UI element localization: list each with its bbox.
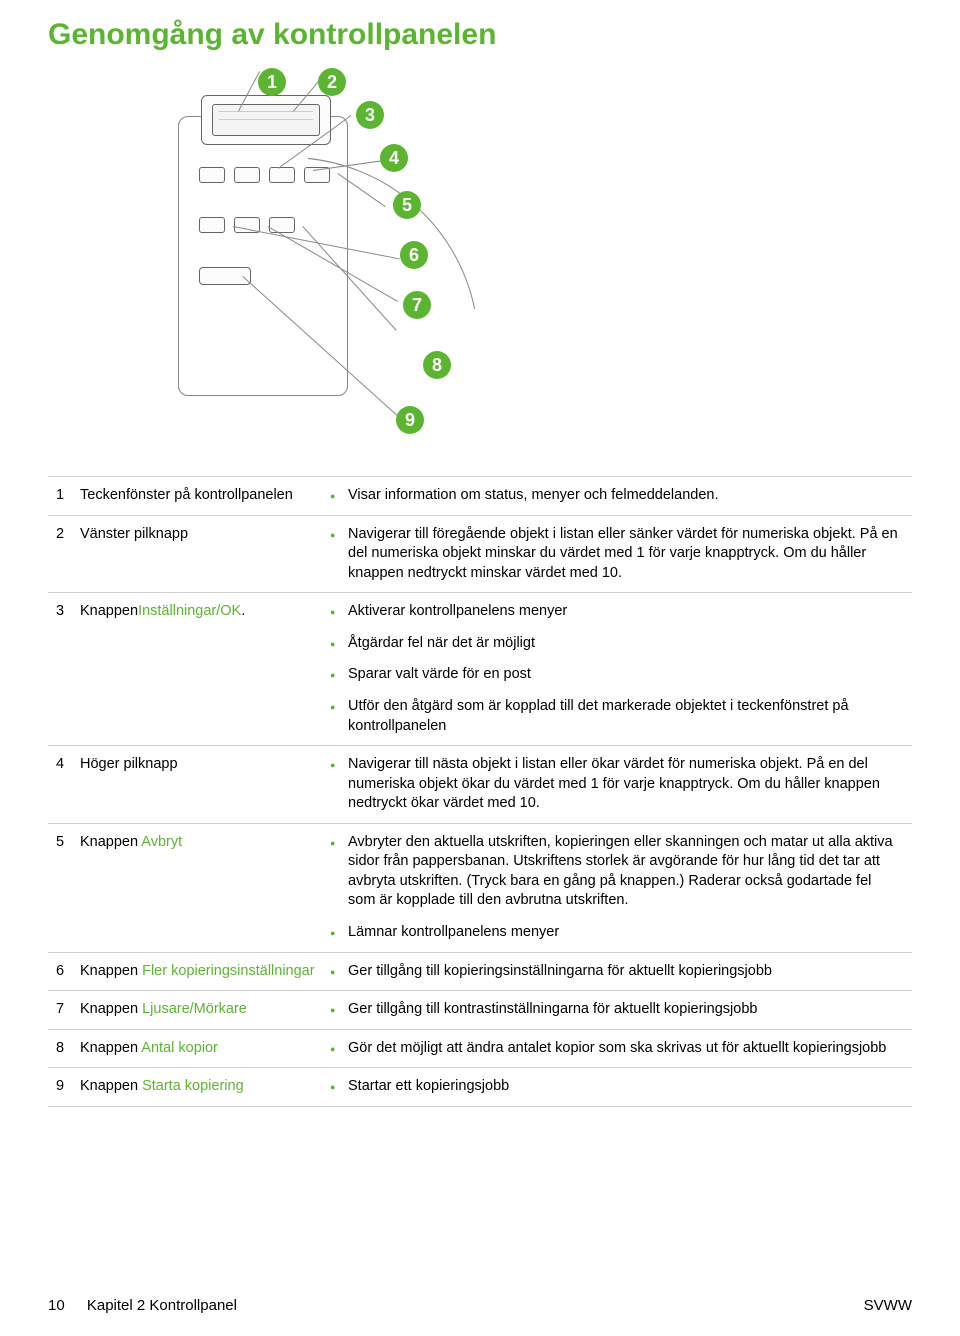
row-number: 8 [48, 1029, 76, 1068]
description-bullet: Åtgärdar fel när det är möjligt [330, 634, 902, 654]
row-number: 1 [48, 477, 76, 516]
row-description: Ger tillgång till kopieringsinställninga… [326, 952, 912, 991]
row-label: Teckenfönster på kontrollpanelen [76, 477, 326, 516]
description-bullet: Avbryter den aktuella utskriften, kopier… [330, 833, 902, 911]
row-description: Ger tillgång till kontrastinställningarn… [326, 991, 912, 1030]
row-label-plain: Teckenfönster på kontrollpanelen [80, 487, 293, 503]
row-label-colored: Starta kopiering [142, 1078, 244, 1094]
table-row: 9Knappen Starta kopieringStartar ett kop… [48, 1068, 912, 1107]
description-list: Visar information om status, menyer och … [330, 486, 902, 506]
panel-button [269, 167, 295, 183]
callout-badge-9: 9 [396, 406, 424, 434]
row-number: 2 [48, 515, 76, 593]
callout-badge-3: 3 [356, 101, 384, 129]
row-number: 6 [48, 952, 76, 991]
panel-button [199, 167, 225, 183]
panel-outline [178, 116, 348, 396]
row-label-suffix: . [241, 603, 245, 619]
control-panel-diagram: 1 2 3 4 5 6 7 8 9 [178, 76, 498, 436]
description-bullet: Navigerar till nästa objekt i listan ell… [330, 755, 902, 814]
row-label-colored: Fler kopieringsinställningar [142, 963, 314, 979]
callout-badge-2: 2 [318, 68, 346, 96]
row-label-colored: Antal kopior [141, 1040, 218, 1056]
description-bullet: Lämnar kontrollpanelens menyer [330, 923, 902, 943]
row-label-plain: Knappen [80, 834, 141, 850]
footer-chapter: Kapitel 2 Kontrollpanel [87, 1297, 237, 1314]
description-bullet: Sparar valt värde för en post [330, 665, 902, 685]
row-description: Navigerar till nästa objekt i listan ell… [326, 746, 912, 824]
callout-badge-7: 7 [403, 291, 431, 319]
description-bullet: Utför den åtgärd som är kopplad till det… [330, 697, 902, 736]
row-number: 9 [48, 1068, 76, 1107]
row-description: Avbryter den aktuella utskriften, kopier… [326, 823, 912, 952]
description-bullet: Ger tillgång till kopieringsinställninga… [330, 962, 902, 982]
description-list: Navigerar till föregående objekt i lista… [330, 525, 902, 584]
description-bullet: Ger tillgång till kontrastinställningarn… [330, 1000, 902, 1020]
callout-badge-4: 4 [380, 144, 408, 172]
row-label: Höger pilknapp [76, 746, 326, 824]
row-label: KnappenInställningar/OK. [76, 593, 326, 746]
callout-badge-8: 8 [423, 351, 451, 379]
row-label: Knappen Avbryt [76, 823, 326, 952]
callout-badge-6: 6 [400, 241, 428, 269]
row-number: 5 [48, 823, 76, 952]
row-number: 7 [48, 991, 76, 1030]
table-row: 4Höger pilknapp Navigerar till nästa obje… [48, 746, 912, 824]
row-label-plain: Knappen [80, 963, 142, 979]
description-list: Avbryter den aktuella utskriften, kopier… [330, 833, 902, 943]
table-row: 1Teckenfönster på kontrollpanelen Visar i… [48, 477, 912, 516]
panel-button [269, 217, 295, 233]
lcd-frame [201, 95, 331, 145]
row-label: Knappen Ljusare/Mörkare [76, 991, 326, 1030]
table-row: 6Knappen Fler kopieringsinställningarGer… [48, 952, 912, 991]
table-row: 2Vänster pilknapp Navigerar till föregåen… [48, 515, 912, 593]
description-list: Startar ett kopieringsjobb [330, 1077, 902, 1097]
row-number: 4 [48, 746, 76, 824]
row-label-plain: Vänster pilknapp [80, 526, 188, 542]
page-title: Genomgång av kontrollpanelen [48, 18, 912, 52]
footer-page-number: 10 [48, 1297, 65, 1314]
row-label-plain: Knappen [80, 1078, 142, 1094]
row-label-colored: Avbryt [141, 834, 182, 850]
row-label-colored: Inställningar/OK [138, 603, 241, 619]
lcd-screen [212, 104, 320, 136]
row-label-plain: Höger pilknapp [80, 756, 178, 772]
description-bullet: Gör det möjligt att ändra antalet kopior… [330, 1039, 902, 1059]
table-row: 5Knappen AvbrytAvbryter den aktuella uts… [48, 823, 912, 952]
row-label: Knappen Antal kopior [76, 1029, 326, 1068]
callout-badge-5: 5 [393, 191, 421, 219]
row-description: Startar ett kopieringsjobb [326, 1068, 912, 1107]
description-list: Aktiverar kontrollpanelens menyer Åtgärda… [330, 602, 902, 736]
row-description: Navigerar till föregående objekt i lista… [326, 515, 912, 593]
row-description: Gör det möjligt att ändra antalet kopior… [326, 1029, 912, 1068]
description-bullet: Visar information om status, menyer och … [330, 486, 902, 506]
panel-button [234, 167, 260, 183]
table-row: 8Knappen Antal kopiorGör det möjligt att… [48, 1029, 912, 1068]
row-label-plain: Knappen [80, 1001, 142, 1017]
description-bullet: Startar ett kopieringsjobb [330, 1077, 902, 1097]
control-panel-table: 1Teckenfönster på kontrollpanelen Visar i… [48, 476, 912, 1107]
table-row: 3KnappenInställningar/OK.Aktiverar kontr… [48, 593, 912, 746]
row-label: Knappen Starta kopiering [76, 1068, 326, 1107]
table-row: 7Knappen Ljusare/MörkareGer tillgång til… [48, 991, 912, 1030]
description-list: Navigerar till nästa objekt i listan ell… [330, 755, 902, 814]
row-label: Vänster pilknapp [76, 515, 326, 593]
description-bullet: Aktiverar kontrollpanelens menyer [330, 602, 902, 622]
row-label-colored: Ljusare/Mörkare [142, 1001, 247, 1017]
row-description: Visar information om status, menyer och … [326, 477, 912, 516]
footer-right: SVWW [864, 1297, 912, 1314]
page-footer: 10 Kapitel 2 Kontrollpanel SVWW [48, 1297, 912, 1314]
row-label: Knappen Fler kopieringsinställningar [76, 952, 326, 991]
row-label-plain: Knappen [80, 1040, 141, 1056]
description-list: Gör det möjligt att ändra antalet kopior… [330, 1039, 902, 1059]
row-description: Aktiverar kontrollpanelens menyer Åtgärda… [326, 593, 912, 746]
panel-button [199, 217, 225, 233]
description-bullet: Navigerar till föregående objekt i lista… [330, 525, 902, 584]
row-label-plain: Knappen [80, 603, 138, 619]
description-list: Ger tillgång till kopieringsinställninga… [330, 962, 902, 982]
row-number: 3 [48, 593, 76, 746]
callout-badge-1: 1 [258, 68, 286, 96]
description-list: Ger tillgång till kontrastinställningarn… [330, 1000, 902, 1020]
